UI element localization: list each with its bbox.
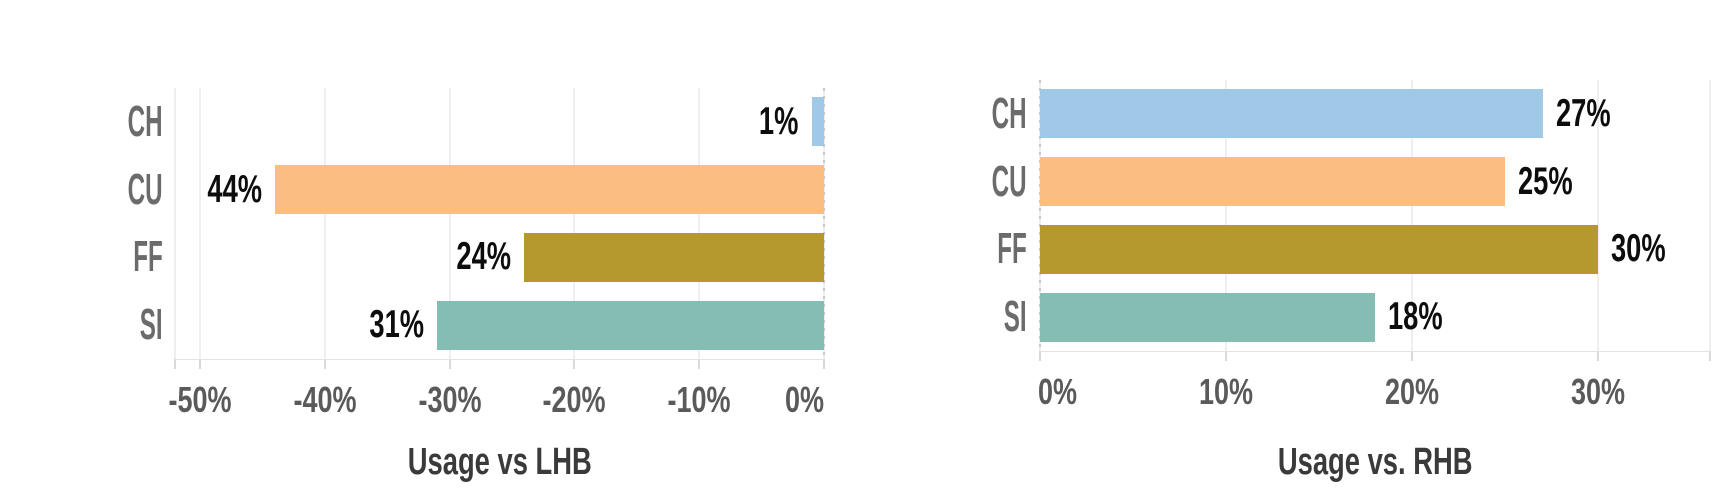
x-tick-label-3: -20% [464, 378, 684, 422]
category-label-ff: FF [847, 225, 1027, 273]
axis-tick-mark [1709, 351, 1711, 361]
gridline [1225, 80, 1227, 351]
gridline [324, 88, 326, 359]
x-axis-title-rhb: Usage vs. RHB [1277, 441, 1473, 483]
x-tick-label-1: -40% [215, 378, 435, 422]
value-label-text: 44% [207, 167, 262, 211]
bar-si [437, 300, 824, 350]
axis-tick-mark [1039, 351, 1041, 361]
bar-ff [524, 232, 824, 282]
x-tick-label-text: 10% [1199, 371, 1254, 412]
x-tick-label-text: 0% [1038, 371, 1078, 412]
axis-tick-mark [573, 359, 575, 369]
category-label-text: CU [128, 164, 163, 214]
category-label-cu: CU [0, 164, 163, 214]
category-label-text: FF [997, 224, 1027, 274]
gridline [449, 88, 451, 359]
x-axis-line [1040, 351, 1710, 352]
category-label-text: CH [128, 96, 163, 146]
bar-cu [274, 165, 824, 215]
x-tick-label-text: -10% [667, 379, 731, 420]
x-tick-label-0: 0% [1038, 370, 1258, 414]
x-axis-title-wrap-lhb: Usage vs LHB [175, 440, 824, 484]
bar-ff [1040, 224, 1599, 274]
value-label-ch: 27% [1556, 92, 1718, 136]
axis-tick-mark [449, 359, 451, 369]
bar-si [1040, 292, 1375, 342]
value-label-text: 24% [456, 235, 512, 279]
axis-tick-mark [823, 359, 825, 369]
x-tick-label-2: 20% [1302, 370, 1522, 414]
x-tick-label-text: -50% [168, 379, 232, 420]
axis-tick-mark [1225, 351, 1227, 361]
category-label-cu: CU [847, 156, 1027, 206]
category-label-ch: CH [0, 96, 163, 146]
category-label-text: CU [992, 156, 1027, 206]
zero-baseline [1039, 80, 1041, 351]
gridline [1709, 80, 1711, 351]
gridline [1597, 80, 1599, 351]
gridline [199, 88, 201, 359]
bar-ch [811, 97, 824, 147]
axis-tick-mark [698, 359, 700, 369]
x-tick-label-5: 0% [604, 378, 824, 422]
category-label-text: FF [133, 232, 163, 282]
x-tick-label-2: -30% [340, 378, 560, 422]
axis-tick-mark [199, 359, 201, 369]
value-label-cu: 44% [42, 168, 262, 212]
value-label-si: 31% [204, 303, 424, 347]
value-label-cu: 25% [1518, 160, 1718, 204]
x-axis-title-wrap-rhb: Usage vs. RHB [1040, 440, 1710, 484]
zero-baseline [823, 88, 825, 359]
category-label-text: SI [140, 300, 163, 350]
category-label-si: SI [0, 301, 163, 349]
value-label-text: 30% [1611, 227, 1666, 271]
value-label-text: 25% [1518, 159, 1573, 203]
category-label-ch: CH [847, 88, 1027, 138]
value-label-si: 18% [1388, 295, 1608, 339]
value-label-text: 27% [1555, 91, 1611, 135]
x-axis-title-lhb: Usage vs LHB [407, 441, 592, 483]
axis-tick-mark [174, 359, 176, 369]
category-label-text: SI [1004, 292, 1027, 342]
x-tick-label-1: 10% [1116, 370, 1336, 414]
category-label-text: CH [992, 88, 1027, 138]
bar-cu [1040, 157, 1506, 207]
x-tick-label-0: -50% [90, 378, 310, 422]
gridline [174, 88, 176, 359]
bar-ch [1040, 89, 1543, 139]
value-label-ch: 1% [579, 99, 799, 144]
gridline [1411, 80, 1413, 351]
value-label-text: 18% [1388, 295, 1443, 339]
x-tick-label-text: -20% [542, 379, 606, 420]
x-tick-label-3: 30% [1488, 370, 1708, 414]
value-label-ff: 24% [291, 235, 512, 279]
gridline [698, 88, 700, 359]
value-label-ff: 30% [1611, 227, 1718, 271]
x-tick-label-text: -30% [418, 379, 482, 420]
x-tick-label-text: 30% [1571, 371, 1626, 412]
x-tick-label-text: -40% [293, 379, 357, 420]
category-label-si: SI [847, 293, 1027, 341]
category-label-ff: FF [0, 233, 163, 281]
x-tick-label-4: -10% [589, 378, 809, 422]
value-label-text: 1% [759, 99, 799, 143]
x-tick-label-text: 0% [784, 379, 824, 420]
x-tick-label-text: 20% [1385, 371, 1440, 412]
x-axis-line [175, 359, 824, 360]
value-label-text: 31% [369, 303, 425, 347]
axis-tick-mark [324, 359, 326, 369]
axis-tick-mark [1411, 351, 1413, 361]
gridline [573, 88, 575, 359]
axis-tick-mark [1597, 351, 1599, 361]
